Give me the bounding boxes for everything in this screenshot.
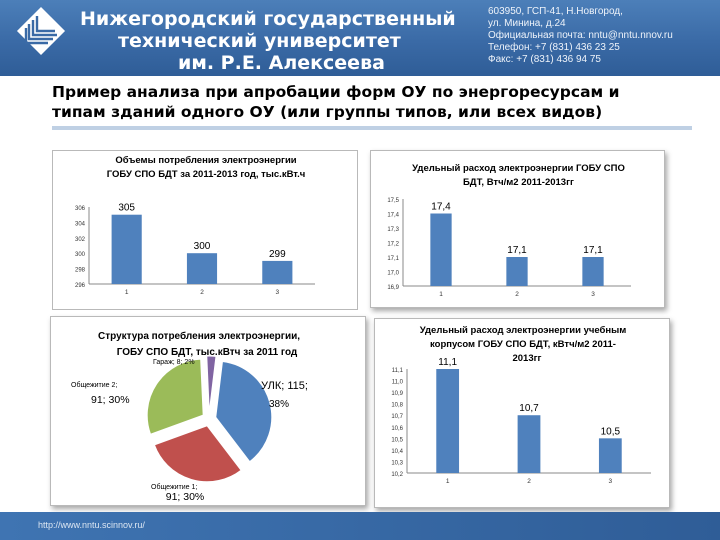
contact-line: Телефон: +7 (831) 436 23 25 [488, 42, 620, 53]
bar [598, 438, 622, 473]
university-name-line3: им. Р.Е. Алексеева [178, 52, 385, 74]
chart-title: Структура потребления электроэнергии, [98, 330, 300, 342]
chart-subtitle: БДТ, Втч/м2 2011-2013гг [463, 177, 574, 188]
pie-label-obsh1: Общежитие 1; [151, 483, 197, 491]
pie-pct-obsh1: 91; 30% [166, 491, 205, 503]
contact-line: 603950, ГСП-41, Н.Новгород, [488, 6, 623, 17]
chart-consumption-structure: Структура потребления электроэнергии, ГОБ… [50, 316, 366, 506]
pie-pct-obsh2: 91; 30% [91, 394, 130, 406]
x-tick-label: 1 [439, 291, 443, 298]
bar [517, 415, 541, 473]
x-tick-label: 2 [527, 478, 531, 485]
chart-title: Удельный расход электроэнергии учебным [420, 325, 627, 336]
pie-slice [153, 425, 242, 483]
x-tick-label: 3 [591, 291, 595, 298]
pie-label-garage: Гараж; 8; 2% [153, 359, 195, 366]
data-label: 11,1 [438, 357, 457, 368]
y-tick-label: 10,8 [391, 403, 403, 409]
y-tick-label: 17,2 [387, 242, 399, 248]
x-tick-label: 1 [125, 289, 129, 296]
y-tick-label: 306 [75, 206, 86, 212]
y-tick-label: 11,0 [392, 380, 404, 386]
y-tick-label: 10,5 [391, 437, 403, 443]
y-tick-label: 17,3 [387, 227, 399, 233]
y-tick-label: 17,0 [387, 271, 399, 277]
y-tick-label: 10,4 [391, 449, 403, 455]
footer-bar: http://www.nntu.scinnov.ru/ [0, 512, 720, 540]
slide-title-line1: Пример анализа при апробации форм ОУ по … [52, 83, 620, 101]
pie-slice [146, 358, 204, 435]
x-tick-label: 1 [446, 478, 450, 485]
y-tick-label: 302 [75, 237, 86, 243]
y-tick-label: 17,1 [387, 256, 399, 262]
chart-title: Удельный расход электроэнергии ГОБУ СПО [412, 163, 625, 174]
data-label: 17,4 [431, 202, 451, 213]
y-tick-label: 10,2 [391, 472, 403, 478]
university-logo [16, 6, 66, 56]
y-tick-label: 17,4 [387, 213, 399, 219]
x-tick-label: 3 [276, 289, 280, 296]
chart-svg: Удельный расход электроэнергии учебным ко… [391, 325, 651, 485]
chart-specific-consumption-building: Удельный расход электроэнергии учебным ко… [374, 318, 670, 508]
y-tick-label: 298 [75, 268, 86, 274]
bar [506, 257, 528, 286]
chart-svg: Объемы потребления электроэнергии ГОБУ СП… [75, 155, 315, 296]
y-tick-label: 10,7 [391, 414, 403, 420]
x-tick-label: 2 [200, 289, 204, 296]
chart-svg: Удельный расход электроэнергии ГОБУ СПО Б… [387, 163, 631, 298]
y-tick-label: 304 [75, 221, 86, 227]
pie-slice [206, 355, 217, 413]
chart-subtitle-2: 2013гг [512, 353, 541, 364]
data-label: 305 [118, 203, 135, 214]
slide-title-line2: типам зданий одного ОУ (или группы типов… [52, 103, 603, 121]
data-label: 17,1 [583, 245, 603, 256]
x-tick-label: 3 [609, 478, 613, 485]
contact-line: Официальная почта: nntu@nntu.nnov.ru [488, 30, 673, 41]
chart-specific-consumption: Удельный расход электроэнергии ГОБУ СПО Б… [370, 150, 665, 308]
data-label: 299 [269, 249, 286, 260]
title-divider [52, 126, 692, 130]
bar [262, 260, 293, 284]
chart-svg: Структура потребления электроэнергии, ГОБ… [71, 330, 308, 503]
chart-subtitle: ГОБУ СПО БДТ за 2011-2013 год, тыс.кВт.ч [107, 169, 306, 180]
y-tick-label: 10,6 [391, 426, 403, 432]
contact-line: Факс: +7 (831) 436 94 75 [488, 54, 601, 65]
x-tick-label: 2 [515, 291, 519, 298]
y-tick-label: 16,9 [387, 285, 399, 291]
chart-title: Объемы потребления электроэнергии [115, 155, 296, 166]
y-tick-label: 300 [75, 252, 86, 258]
chart-subtitle: ГОБУ СПО БДТ, тыс.кВтч за 2011 год [117, 347, 298, 358]
footer-url[interactable]: http://www.nntu.scinnov.ru/ [38, 520, 145, 530]
chart-consumption-volume: Объемы потребления электроэнергии ГОБУ СП… [52, 150, 358, 310]
data-label: 300 [194, 241, 211, 252]
y-tick-label: 10,9 [391, 391, 403, 397]
bar [111, 214, 142, 284]
bar [436, 369, 460, 473]
chart-subtitle: корпусом ГОБУ СПО БДТ, кВтч/м2 2011- [430, 339, 616, 350]
data-label: 17,1 [507, 245, 527, 256]
y-tick-label: 11,1 [392, 368, 404, 374]
y-tick-label: 296 [75, 283, 86, 289]
contact-info: 603950, ГСП-41, Н.Новгород, ул. Минина, … [488, 6, 673, 66]
header-banner: Нижегородский государственный технически… [0, 0, 720, 76]
pie-slice [215, 361, 273, 463]
data-label: 10,5 [601, 426, 621, 437]
university-name-line2: технический университет [118, 30, 401, 52]
bar [186, 253, 218, 284]
bar [430, 213, 452, 286]
y-tick-label: 10,3 [391, 460, 403, 466]
pie-pct-ulk: 38% [269, 399, 289, 410]
slide-title: Пример анализа при апробации форм ОУ по … [52, 82, 692, 122]
bar [582, 257, 604, 286]
university-name-line1: Нижегородский государственный [80, 8, 456, 30]
pie-label-ulk: УЛК; 115; [261, 380, 308, 392]
data-label: 10,7 [519, 403, 539, 414]
y-tick-label: 17,5 [387, 198, 399, 204]
contact-line: ул. Минина, д.24 [488, 18, 566, 29]
pie-label-obsh2: Общежитие 2; [71, 381, 117, 389]
